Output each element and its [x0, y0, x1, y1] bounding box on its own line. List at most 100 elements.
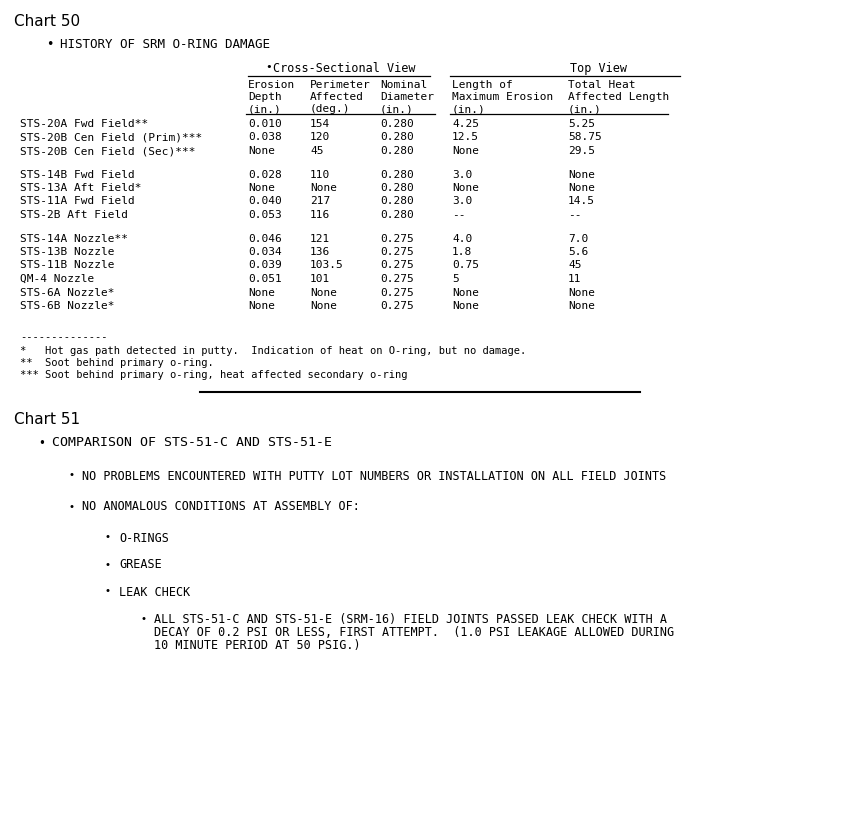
- Text: --: --: [568, 210, 582, 220]
- Text: 101: 101: [310, 274, 330, 284]
- Text: 0.275: 0.275: [380, 274, 413, 284]
- Text: 0.010: 0.010: [248, 119, 282, 129]
- Text: STS-2B Aft Field: STS-2B Aft Field: [20, 210, 128, 220]
- Text: STS-13A Aft Field*: STS-13A Aft Field*: [20, 183, 141, 193]
- Text: 120: 120: [310, 133, 330, 142]
- Text: 7.0: 7.0: [568, 234, 589, 243]
- Text: --------------: --------------: [20, 332, 108, 343]
- Text: 116: 116: [310, 210, 330, 220]
- Text: None: None: [310, 183, 337, 193]
- Text: Depth: Depth: [248, 92, 282, 102]
- Text: 58.75: 58.75: [568, 133, 602, 142]
- Text: 0.275: 0.275: [380, 234, 413, 243]
- Text: •: •: [105, 532, 111, 542]
- Text: 0.039: 0.039: [248, 260, 282, 270]
- Text: 10 MINUTE PERIOD AT 50 PSIG.): 10 MINUTE PERIOD AT 50 PSIG.): [154, 638, 360, 651]
- Text: 5: 5: [452, 274, 459, 284]
- Text: 29.5: 29.5: [568, 146, 595, 156]
- Text: STS-11B Nozzle: STS-11B Nozzle: [20, 260, 115, 270]
- Text: NO ANOMALOUS CONDITIONS AT ASSEMBLY OF:: NO ANOMALOUS CONDITIONS AT ASSEMBLY OF:: [82, 501, 360, 514]
- Text: 4.25: 4.25: [452, 119, 479, 129]
- Text: HISTORY OF SRM O-RING DAMAGE: HISTORY OF SRM O-RING DAMAGE: [60, 38, 270, 51]
- Text: STS-6A Nozzle*: STS-6A Nozzle*: [20, 287, 115, 297]
- Text: •: •: [68, 501, 74, 511]
- Text: DECAY OF 0.2 PSI OR LESS, FIRST ATTEMPT.  (1.0 PSI LEAKAGE ALLOWED DURING: DECAY OF 0.2 PSI OR LESS, FIRST ATTEMPT.…: [154, 625, 674, 638]
- Text: 103.5: 103.5: [310, 260, 344, 270]
- Text: 1.8: 1.8: [452, 247, 472, 257]
- Text: Nominal: Nominal: [380, 80, 427, 90]
- Text: Cross-Sectional View: Cross-Sectional View: [273, 62, 415, 75]
- Text: 0.028: 0.028: [248, 169, 282, 180]
- Text: None: None: [310, 301, 337, 311]
- Text: Diameter: Diameter: [380, 92, 434, 102]
- Text: Erosion: Erosion: [248, 80, 296, 90]
- Text: 12.5: 12.5: [452, 133, 479, 142]
- Text: None: None: [248, 301, 275, 311]
- Text: 0.280: 0.280: [380, 146, 413, 156]
- Text: Affected: Affected: [310, 92, 364, 102]
- Text: (deg.): (deg.): [310, 104, 350, 114]
- Text: *   Hot gas path detected in putty.  Indication of heat on O-ring, but no damage: * Hot gas path detected in putty. Indica…: [20, 347, 526, 357]
- Text: None: None: [568, 301, 595, 311]
- Text: STS-11A Fwd Field: STS-11A Fwd Field: [20, 196, 135, 207]
- Text: 11: 11: [568, 274, 582, 284]
- Text: NO PROBLEMS ENCOUNTERED WITH PUTTY LOT NUMBERS OR INSTALLATION ON ALL FIELD JOIN: NO PROBLEMS ENCOUNTERED WITH PUTTY LOT N…: [82, 470, 666, 483]
- Text: 0.275: 0.275: [380, 301, 413, 311]
- Text: 154: 154: [310, 119, 330, 129]
- Text: 0.275: 0.275: [380, 247, 413, 257]
- Text: 0.275: 0.275: [380, 287, 413, 297]
- Text: 5.6: 5.6: [568, 247, 589, 257]
- Text: LEAK CHECK: LEAK CHECK: [119, 585, 190, 598]
- Text: •: •: [105, 587, 111, 597]
- Text: ALL STS-51-C AND STS-51-E (SRM-16) FIELD JOINTS PASSED LEAK CHECK WITH A: ALL STS-51-C AND STS-51-E (SRM-16) FIELD…: [154, 612, 667, 625]
- Text: •: •: [140, 614, 146, 624]
- Text: 0.280: 0.280: [380, 133, 413, 142]
- Text: 3.0: 3.0: [452, 196, 472, 207]
- Text: Maximum Erosion: Maximum Erosion: [452, 92, 553, 102]
- Text: •: •: [68, 470, 74, 480]
- Text: STS-6B Nozzle*: STS-6B Nozzle*: [20, 301, 115, 311]
- Text: 0.053: 0.053: [248, 210, 282, 220]
- Text: 121: 121: [310, 234, 330, 243]
- Text: Perimeter: Perimeter: [310, 80, 370, 90]
- Text: STS-20A Fwd Field**: STS-20A Fwd Field**: [20, 119, 148, 129]
- Text: Affected Length: Affected Length: [568, 92, 669, 102]
- Text: STS-14B Fwd Field: STS-14B Fwd Field: [20, 169, 135, 180]
- Text: 0.280: 0.280: [380, 119, 413, 129]
- Text: (in.): (in.): [248, 104, 282, 114]
- Text: 0.038: 0.038: [248, 133, 282, 142]
- Text: 0.040: 0.040: [248, 196, 282, 207]
- Text: None: None: [452, 301, 479, 311]
- Text: •: •: [38, 437, 45, 450]
- Text: None: None: [248, 183, 275, 193]
- Text: •: •: [265, 62, 272, 72]
- Text: STS-14A Nozzle**: STS-14A Nozzle**: [20, 234, 128, 243]
- Text: None: None: [248, 146, 275, 156]
- Text: COMPARISON OF STS-51-C AND STS-51-E: COMPARISON OF STS-51-C AND STS-51-E: [52, 436, 332, 449]
- Text: 0.280: 0.280: [380, 183, 413, 193]
- Text: Chart 50: Chart 50: [14, 14, 80, 29]
- Text: 3.0: 3.0: [452, 169, 472, 180]
- Text: 14.5: 14.5: [568, 196, 595, 207]
- Text: None: None: [310, 287, 337, 297]
- Text: 0.75: 0.75: [452, 260, 479, 270]
- Text: 0.275: 0.275: [380, 260, 413, 270]
- Text: Length of: Length of: [452, 80, 513, 90]
- Text: (in.): (in.): [380, 104, 413, 114]
- Text: 0.046: 0.046: [248, 234, 282, 243]
- Text: STS-20B Cen Field (Prim)***: STS-20B Cen Field (Prim)***: [20, 133, 202, 142]
- Text: None: None: [568, 183, 595, 193]
- Text: STS-20B Cen Field (Sec)***: STS-20B Cen Field (Sec)***: [20, 146, 195, 156]
- Text: 110: 110: [310, 169, 330, 180]
- Text: 0.280: 0.280: [380, 210, 413, 220]
- Text: Total Heat: Total Heat: [568, 80, 636, 90]
- Text: O-RINGS: O-RINGS: [119, 532, 169, 545]
- Text: None: None: [568, 287, 595, 297]
- Text: 0.280: 0.280: [380, 196, 413, 207]
- Text: --: --: [452, 210, 466, 220]
- Text: (in.): (in.): [452, 104, 486, 114]
- Text: 45: 45: [310, 146, 323, 156]
- Text: QM-4 Nozzle: QM-4 Nozzle: [20, 274, 94, 284]
- Text: None: None: [452, 183, 479, 193]
- Text: Top View: Top View: [570, 62, 627, 75]
